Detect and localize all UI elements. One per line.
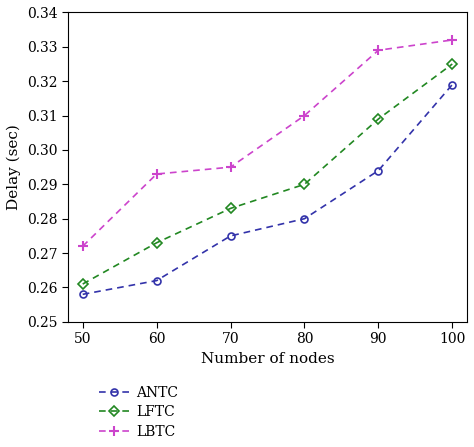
- ANTC: [80, 291, 86, 297]
- LFTC: [228, 206, 233, 211]
- LBTC: [80, 244, 86, 249]
- Y-axis label: Delay (sec): Delay (sec): [7, 124, 21, 210]
- LBTC: [375, 47, 381, 53]
- LBTC: [301, 113, 307, 118]
- Line: LFTC: LFTC: [79, 60, 456, 287]
- LFTC: [375, 116, 381, 122]
- LFTC: [154, 240, 159, 245]
- LFTC: [301, 181, 307, 187]
- LBTC: [449, 37, 455, 42]
- X-axis label: Number of nodes: Number of nodes: [201, 352, 334, 366]
- LBTC: [154, 171, 159, 177]
- LBTC: [228, 164, 233, 170]
- Legend: ANTC, LFTC, LBTC: ANTC, LFTC, LBTC: [95, 381, 182, 443]
- ANTC: [449, 82, 455, 87]
- LFTC: [80, 281, 86, 287]
- LFTC: [449, 61, 455, 67]
- Line: ANTC: ANTC: [79, 81, 456, 298]
- ANTC: [301, 216, 307, 221]
- Line: LBTC: LBTC: [78, 35, 457, 251]
- ANTC: [154, 278, 159, 283]
- ANTC: [228, 233, 233, 239]
- ANTC: [375, 168, 381, 173]
